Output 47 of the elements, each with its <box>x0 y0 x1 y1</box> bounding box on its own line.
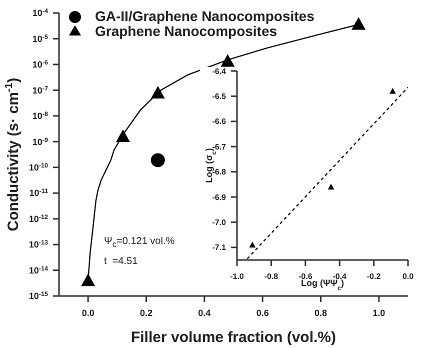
x-axis-title: Filler volume fraction (vol.%) <box>130 329 336 346</box>
y-tick-label: 10$^{-13}$ <box>28 239 48 250</box>
point <box>352 17 366 30</box>
x-tick-label: -0.4 <box>332 272 348 281</box>
y-tick-label: 10$^{-5}$ <box>32 33 48 44</box>
y-tick-label: 10$^{-15}$ <box>28 290 48 302</box>
x-tick-label: -0.2 <box>366 272 382 281</box>
y-tick-label: -7.1 <box>212 243 227 252</box>
annotation: Ψ$_{c}$=0.121 vol.% <box>104 236 175 249</box>
x-tick-label: -0.6 <box>298 272 313 281</box>
y-tick-label: -6.9 <box>212 192 227 202</box>
x-tick-label: 0.8 <box>314 308 328 318</box>
legend-label: Graphene Nanocomposites <box>95 23 278 39</box>
y-tick-label: 10$^{-14}$ <box>28 264 48 276</box>
x-tick-label: 0.4 <box>198 308 211 318</box>
point <box>249 242 256 248</box>
legend-label: GA-II/Graphene Nanocomposites <box>95 8 314 24</box>
point <box>81 274 96 286</box>
annotation: t =4.51 <box>104 256 138 267</box>
y-tick-label: 10$^{-6}$ <box>32 59 48 70</box>
y-tick-label: -6.7 <box>212 142 227 152</box>
x-tick-label: 1.0 <box>372 308 386 318</box>
y-tick-label: 10$^{-7}$ <box>32 84 48 96</box>
x-tick-label: 0.2 <box>140 308 153 318</box>
y-tick-label: -6.5 <box>212 92 227 101</box>
y-tick-label: 10$^{-12}$ <box>28 213 48 224</box>
x-axis-title: Log (ΨΨ$_{c}$) <box>300 278 344 292</box>
point <box>220 54 235 67</box>
y-tick-label: -6.4 <box>212 66 227 76</box>
point <box>389 88 396 94</box>
y-tick-label: 10$^{-8}$ <box>32 110 48 122</box>
y-tick-label: -6.8 <box>212 168 227 177</box>
y-tick-label: 10$^{-11}$ <box>29 188 48 198</box>
x-tick-label: -1.0 <box>230 272 244 281</box>
x-tick-label: -0.8 <box>264 272 279 281</box>
y-tick-label: 10$^{-10}$ <box>28 162 48 173</box>
y-tick-label: 10$^{-9}$ <box>32 136 48 147</box>
point <box>328 184 334 190</box>
y-tick-label: -6.6 <box>212 117 227 126</box>
point <box>150 86 165 99</box>
point <box>116 129 130 142</box>
point <box>150 153 165 168</box>
x-tick-label: 0.6 <box>256 308 269 318</box>
x-tick-label: 0.0 <box>402 272 414 281</box>
y-tick-label: 10$^{-4}$ <box>32 8 48 18</box>
x-tick-label: 0.0 <box>82 308 94 318</box>
y-tick-label: -7.0 <box>212 218 227 227</box>
